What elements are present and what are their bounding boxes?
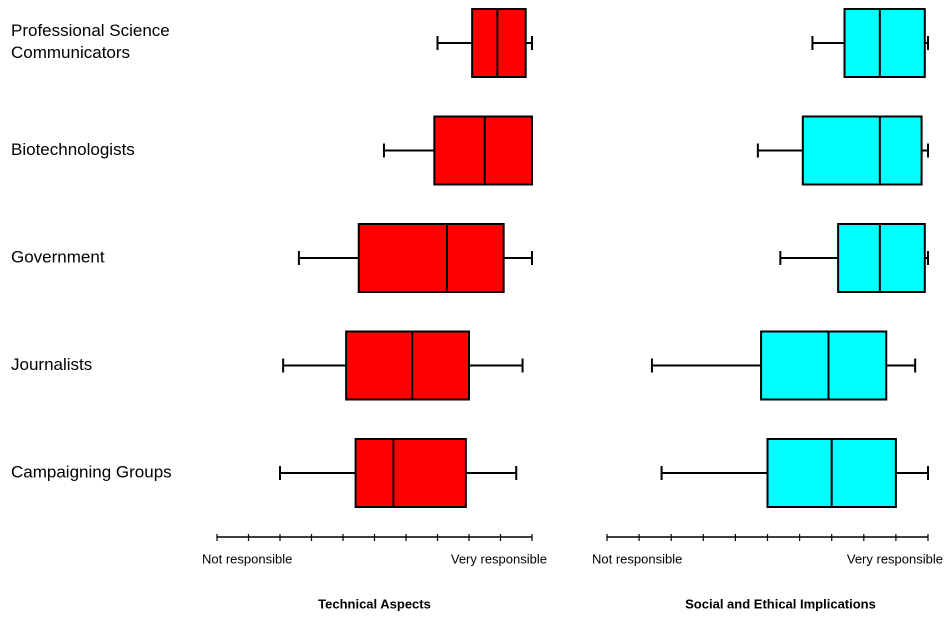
box <box>801 115 923 186</box>
category-label: Journalists <box>11 355 92 374</box>
box <box>354 438 467 508</box>
x-tick-label: Not responsible <box>202 551 292 566</box>
category-label: Professional Science Communicators <box>11 21 170 62</box>
box <box>357 223 505 293</box>
category-label: Biotechnologists <box>11 140 135 159</box>
box <box>345 330 470 401</box>
box <box>433 115 534 186</box>
box <box>760 330 888 401</box>
box <box>837 223 926 293</box>
category-label: Campaigning Groups <box>11 462 172 481</box>
box <box>843 8 926 78</box>
x-tick-label: Not responsible <box>592 551 682 566</box>
box <box>471 8 527 78</box>
axis-title: Technical Aspects <box>318 596 431 611</box>
x-tick-label: Very responsible <box>847 551 943 566</box>
axis-title: Social and Ethical Implications <box>685 596 876 611</box>
x-tick-label: Very responsible <box>451 551 547 566</box>
category-label: Government <box>11 247 105 266</box>
